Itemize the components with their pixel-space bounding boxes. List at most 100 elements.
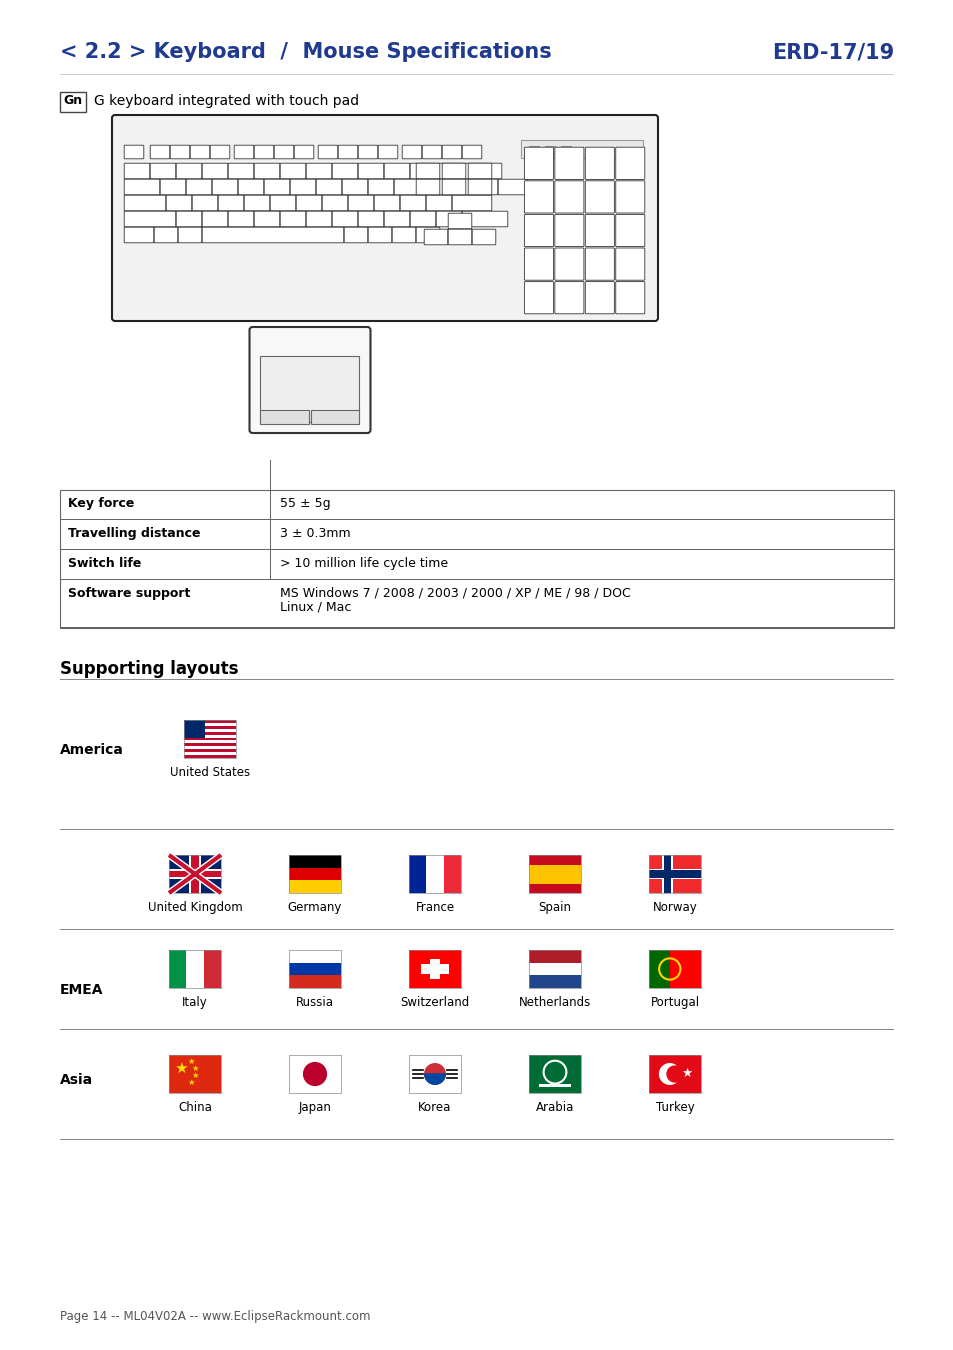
FancyBboxPatch shape	[154, 227, 177, 243]
Text: ★: ★	[191, 1064, 198, 1073]
Text: EMEA: EMEA	[60, 983, 103, 998]
Text: United Kingdom: United Kingdom	[148, 900, 242, 914]
FancyBboxPatch shape	[166, 196, 192, 211]
FancyBboxPatch shape	[290, 180, 315, 194]
Bar	[648, 871, 700, 878]
FancyBboxPatch shape	[315, 180, 341, 194]
FancyBboxPatch shape	[377, 146, 397, 159]
Text: Arabia: Arabia	[536, 1102, 574, 1114]
FancyBboxPatch shape	[615, 215, 644, 247]
FancyBboxPatch shape	[124, 211, 175, 227]
Bar	[289, 1054, 340, 1094]
FancyBboxPatch shape	[497, 180, 527, 194]
Bar	[544, 146, 555, 154]
FancyBboxPatch shape	[615, 282, 644, 313]
Bar	[409, 950, 460, 988]
Text: 55 ± 5g: 55 ± 5g	[280, 497, 331, 510]
FancyBboxPatch shape	[615, 248, 644, 281]
FancyBboxPatch shape	[442, 180, 465, 194]
FancyBboxPatch shape	[555, 215, 583, 247]
FancyBboxPatch shape	[410, 163, 436, 178]
Text: America: America	[60, 743, 124, 757]
Bar	[184, 734, 235, 737]
FancyBboxPatch shape	[585, 181, 614, 213]
FancyBboxPatch shape	[384, 163, 410, 178]
FancyBboxPatch shape	[253, 211, 279, 227]
Bar	[648, 1054, 700, 1094]
FancyBboxPatch shape	[524, 147, 553, 180]
Bar	[529, 975, 580, 988]
FancyBboxPatch shape	[399, 196, 425, 211]
Text: Norway: Norway	[652, 900, 697, 914]
FancyBboxPatch shape	[615, 181, 644, 213]
Text: ERD-17/19: ERD-17/19	[771, 42, 893, 62]
Bar	[169, 950, 203, 988]
Text: < 2.2 > Keyboard  /  Mouse Specifications: < 2.2 > Keyboard / Mouse Specifications	[60, 42, 551, 62]
Bar	[648, 950, 669, 988]
FancyBboxPatch shape	[160, 180, 186, 194]
FancyBboxPatch shape	[452, 196, 492, 211]
FancyBboxPatch shape	[472, 230, 496, 244]
Bar	[289, 868, 340, 880]
Bar	[191, 855, 199, 892]
Bar	[189, 855, 201, 892]
Bar	[169, 1054, 221, 1094]
Bar	[409, 950, 460, 988]
Bar	[289, 855, 340, 868]
FancyBboxPatch shape	[422, 146, 441, 159]
Bar	[409, 1054, 460, 1094]
Text: Germany: Germany	[288, 900, 342, 914]
FancyBboxPatch shape	[253, 163, 279, 178]
FancyBboxPatch shape	[442, 163, 465, 178]
FancyBboxPatch shape	[402, 146, 421, 159]
Bar	[529, 1054, 580, 1094]
FancyBboxPatch shape	[524, 282, 553, 313]
Bar	[520, 140, 642, 158]
Bar	[60, 92, 86, 112]
Text: United States: United States	[170, 765, 250, 779]
Bar	[663, 855, 670, 892]
FancyBboxPatch shape	[244, 196, 270, 211]
FancyBboxPatch shape	[368, 180, 394, 194]
FancyBboxPatch shape	[394, 180, 419, 194]
Circle shape	[666, 1066, 682, 1081]
Bar	[529, 855, 580, 892]
FancyBboxPatch shape	[306, 211, 332, 227]
FancyBboxPatch shape	[448, 230, 472, 244]
Bar	[184, 747, 235, 749]
Text: Netherlands: Netherlands	[518, 996, 591, 1008]
FancyBboxPatch shape	[392, 227, 416, 243]
FancyBboxPatch shape	[461, 163, 501, 178]
FancyBboxPatch shape	[368, 227, 392, 243]
Bar	[420, 964, 449, 973]
Bar	[648, 868, 700, 879]
FancyBboxPatch shape	[124, 146, 144, 159]
Bar	[648, 950, 700, 988]
Bar	[648, 855, 700, 892]
Circle shape	[303, 1062, 326, 1085]
FancyBboxPatch shape	[150, 163, 175, 178]
Bar	[538, 1084, 570, 1087]
Text: ★: ★	[187, 1057, 194, 1066]
FancyBboxPatch shape	[332, 211, 357, 227]
Circle shape	[424, 1064, 445, 1084]
Bar	[289, 1054, 340, 1094]
FancyBboxPatch shape	[357, 211, 383, 227]
FancyBboxPatch shape	[192, 196, 217, 211]
FancyBboxPatch shape	[190, 146, 210, 159]
FancyBboxPatch shape	[374, 196, 399, 211]
Bar	[169, 950, 221, 988]
Bar	[289, 855, 340, 892]
FancyBboxPatch shape	[357, 146, 377, 159]
Text: ★: ★	[680, 1066, 692, 1080]
FancyBboxPatch shape	[524, 215, 553, 247]
FancyBboxPatch shape	[294, 146, 314, 159]
FancyBboxPatch shape	[202, 227, 343, 243]
FancyBboxPatch shape	[468, 163, 492, 178]
FancyBboxPatch shape	[233, 146, 253, 159]
Text: Asia: Asia	[60, 1073, 93, 1087]
Bar	[184, 722, 235, 726]
Bar	[184, 729, 235, 732]
Text: ★: ★	[191, 1072, 198, 1080]
FancyBboxPatch shape	[585, 248, 614, 281]
